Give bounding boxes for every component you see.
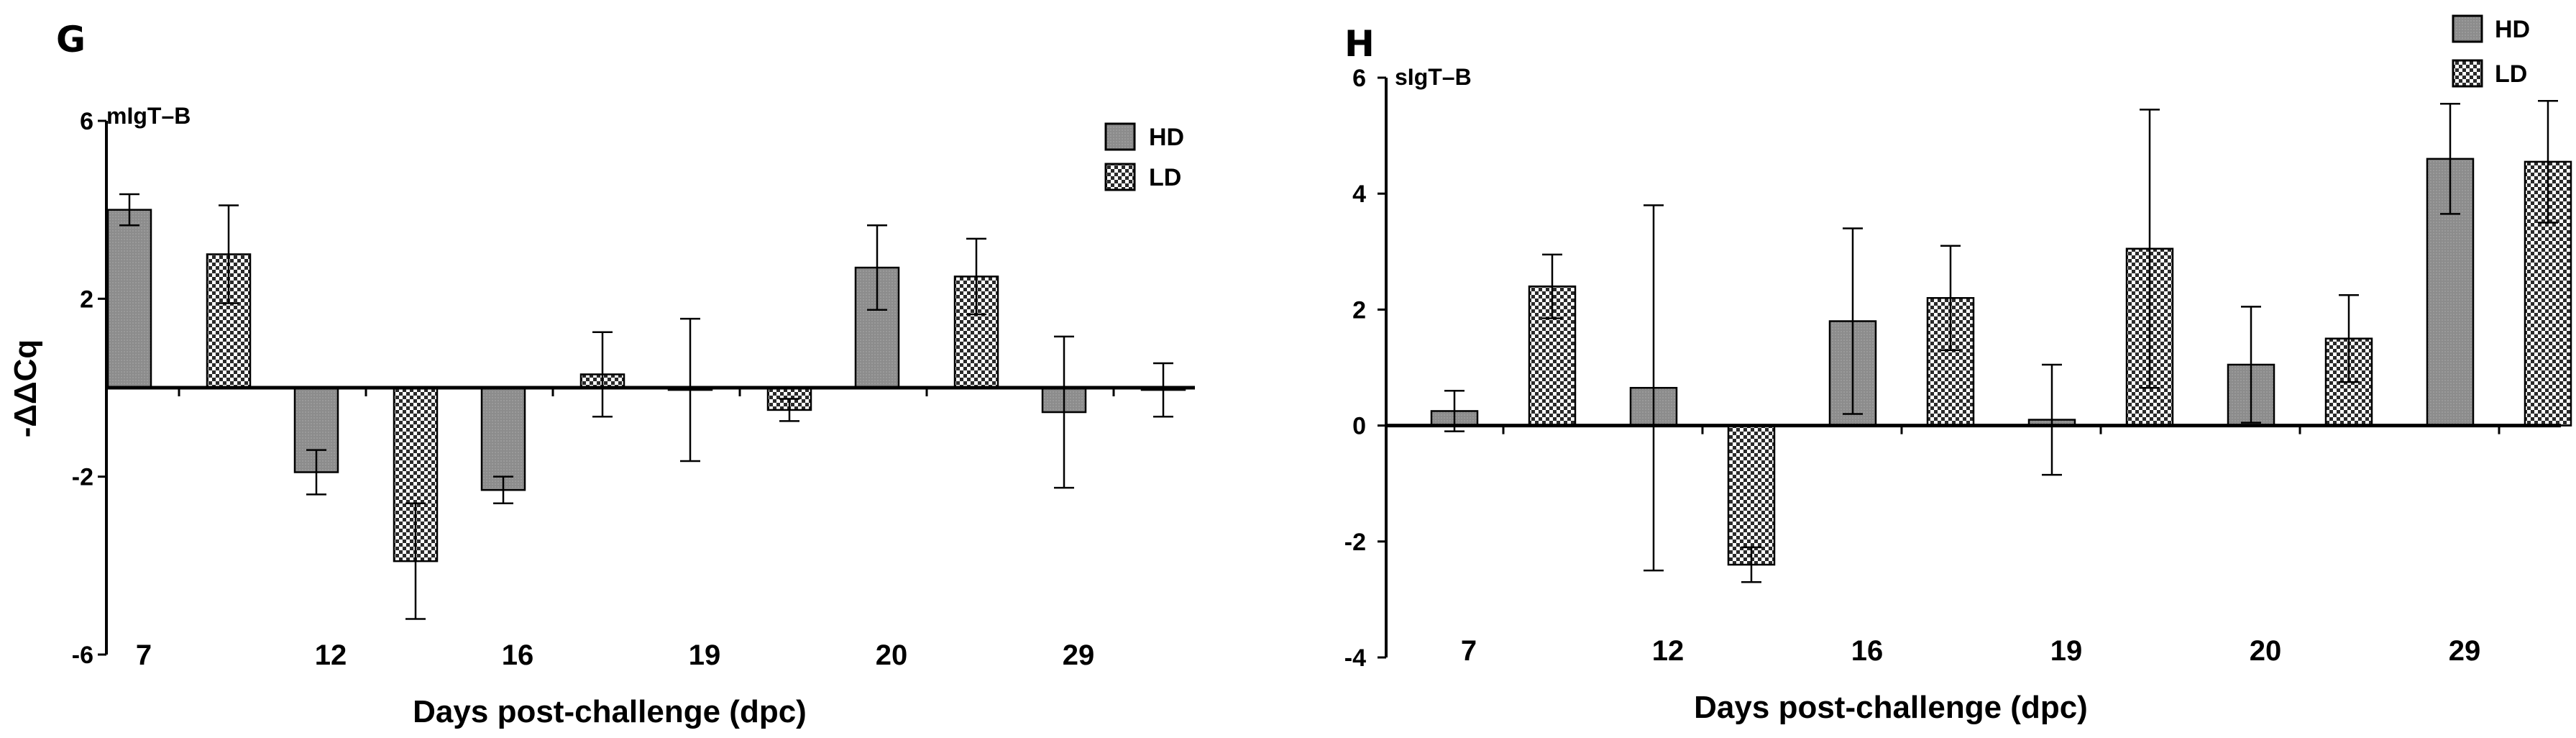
category-label-20-h: 20 bbox=[2250, 635, 2282, 667]
y-tick-label-h: 0 bbox=[1352, 413, 1366, 440]
category-label-16-g: 16 bbox=[502, 639, 534, 671]
error-bars-h bbox=[1444, 99, 2558, 583]
chart-panel-h: H sIgT–B Days post-challenge (dpc) 6420-… bbox=[1344, 14, 2572, 725]
legend-swatch-hd-g bbox=[1104, 122, 1136, 151]
y-axis-g: 6 2 -2 -6 bbox=[72, 108, 108, 669]
legend-h: HD LD bbox=[2452, 14, 2530, 88]
category-label-19-h: 19 bbox=[2050, 635, 2083, 667]
chart-title-h: sIgT–B bbox=[1395, 64, 1472, 90]
y-tick-label-g: 2 bbox=[80, 286, 93, 313]
y-tick-label-h: 6 bbox=[1352, 65, 1366, 92]
x-axis-g bbox=[106, 386, 1195, 396]
category-label-16-h: 16 bbox=[1851, 635, 1884, 667]
bars-g bbox=[106, 209, 1186, 562]
category-label-20-g: 20 bbox=[876, 639, 908, 671]
category-label-29-g: 29 bbox=[1063, 639, 1095, 671]
legend-g: HD LD bbox=[1104, 122, 1184, 191]
legend-swatch-hd-h bbox=[2452, 14, 2483, 43]
category-label-7-g: 7 bbox=[136, 639, 152, 671]
category-label-12-h: 12 bbox=[1652, 635, 1685, 667]
category-label-7-h: 7 bbox=[1461, 635, 1477, 667]
y-tick-label-h: 4 bbox=[1352, 181, 1366, 208]
chart-panel-g: G mIgT–B -ΔΔCq Days post-challenge (dpc)… bbox=[8, 19, 1195, 729]
category-label-19-g: 19 bbox=[689, 639, 721, 671]
error-bars-g bbox=[119, 193, 1173, 620]
bar-hd-16-g bbox=[480, 386, 526, 491]
legend-label-hd-g: HD bbox=[1149, 124, 1184, 151]
bar-hd-7-g bbox=[106, 209, 152, 389]
panel-letter-g: G bbox=[56, 19, 86, 60]
bar-ld-12-h bbox=[1727, 424, 1776, 566]
y-tick-label-g: 6 bbox=[80, 108, 93, 135]
y-axis-title-g: -ΔΔCq bbox=[8, 340, 43, 438]
y-tick-label-h: -4 bbox=[1344, 644, 1366, 672]
category-labels-g: 7 12 16 19 20 29 bbox=[136, 639, 1094, 671]
category-label-12-g: 12 bbox=[315, 639, 347, 671]
y-tick-label-h: 2 bbox=[1352, 296, 1366, 324]
legend-label-ld-h: LD bbox=[2495, 60, 2527, 88]
y-tick-label-g: -6 bbox=[72, 642, 93, 669]
chart-title-g: mIgT–B bbox=[106, 103, 191, 129]
y-tick-label-g: -2 bbox=[72, 464, 93, 491]
y-tick-label-h: -2 bbox=[1344, 529, 1366, 556]
legend-label-ld-g: LD bbox=[1149, 164, 1181, 191]
legend-swatch-ld-g bbox=[1104, 163, 1136, 191]
x-axis-h bbox=[1386, 424, 2561, 434]
bars-h bbox=[1430, 158, 2572, 566]
y-axis-h: 6 4 2 0 -2 -4 bbox=[1344, 65, 1388, 672]
panel-letter-h: H bbox=[1344, 23, 1375, 65]
x-axis-title-g: Days post-challenge (dpc) bbox=[413, 694, 807, 729]
legend-swatch-ld-h bbox=[2452, 59, 2483, 88]
category-label-29-h: 29 bbox=[2449, 635, 2481, 667]
legend-label-hd-h: HD bbox=[2495, 16, 2530, 43]
category-labels-h: 7 12 16 19 20 29 bbox=[1461, 635, 2480, 667]
x-axis-title-h: Days post-challenge (dpc) bbox=[1694, 690, 2088, 725]
